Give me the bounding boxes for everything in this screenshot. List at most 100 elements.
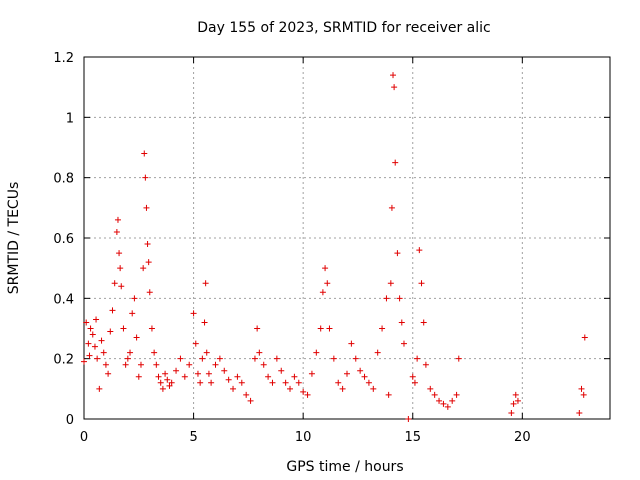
data-point: [422, 361, 429, 368]
data-point: [418, 280, 425, 287]
data-point: [197, 379, 204, 386]
data-point: [202, 280, 209, 287]
data-point: [436, 397, 443, 404]
y-tick-label: 0.4: [53, 292, 74, 307]
data-point: [116, 250, 123, 257]
data-point: [109, 307, 116, 314]
data-point: [287, 385, 294, 392]
data-point: [105, 370, 112, 377]
data-point: [102, 361, 109, 368]
data-point: [234, 373, 241, 380]
data-point: [238, 379, 245, 386]
data-point: [131, 295, 138, 302]
data-point: [414, 355, 421, 362]
data-point: [361, 373, 368, 380]
data-point: [396, 295, 403, 302]
data-point: [111, 280, 118, 287]
data-point: [409, 373, 416, 380]
data-point: [140, 265, 147, 272]
chart-title: Day 155 of 2023, SRMTID for receiver ali…: [197, 20, 490, 36]
y-tick-label: 0: [66, 413, 74, 428]
data-point: [291, 373, 298, 380]
data-point: [251, 355, 258, 362]
data-point: [162, 370, 169, 377]
data-point: [94, 355, 101, 362]
data-point: [324, 280, 331, 287]
data-point: [114, 216, 121, 223]
y-tick-label: 0.6: [53, 232, 74, 247]
data-point: [143, 204, 150, 211]
data-point: [453, 391, 460, 398]
data-point: [379, 325, 386, 332]
y-tick-label: 1: [66, 111, 74, 126]
data-point: [145, 259, 152, 266]
data-point: [308, 370, 315, 377]
data-point: [155, 373, 162, 380]
data-point: [383, 295, 390, 302]
data-point: [117, 265, 124, 272]
data-point: [269, 379, 276, 386]
data-point: [142, 174, 149, 181]
y-tick-label: 0.8: [53, 172, 74, 187]
data-point: [319, 289, 326, 296]
data-point: [168, 379, 175, 386]
data-point: [295, 379, 302, 386]
data-point: [357, 367, 364, 374]
data-point: [348, 340, 355, 347]
data-point: [173, 367, 180, 374]
x-axis-title: GPS time / hours: [286, 459, 403, 475]
data-point: [199, 355, 206, 362]
data-point: [390, 72, 397, 79]
data-point: [581, 334, 588, 341]
data-point: [514, 397, 521, 404]
data-point: [135, 373, 142, 380]
data-point: [385, 391, 392, 398]
data-point: [365, 379, 372, 386]
data-point: [192, 340, 199, 347]
data-point: [576, 409, 583, 416]
data-point: [129, 310, 136, 317]
data-point: [127, 349, 134, 356]
data-point: [186, 361, 193, 368]
data-point: [93, 316, 100, 323]
data-point: [282, 379, 289, 386]
data-point: [344, 370, 350, 377]
data-point: [148, 325, 155, 332]
data-point: [247, 397, 254, 404]
data-point: [510, 400, 517, 407]
data-point: [508, 409, 515, 416]
data-point: [449, 397, 456, 404]
data-point: [431, 391, 438, 398]
data-point: [203, 349, 210, 356]
x-tick-label: 20: [514, 430, 531, 445]
data-point: [392, 159, 399, 166]
data-point: [339, 385, 346, 392]
data-point: [96, 385, 103, 392]
y-axis-title: SRMTID / TECUs: [6, 182, 22, 295]
data-point: [260, 361, 267, 368]
data-point: [317, 325, 324, 332]
data-point: [212, 361, 219, 368]
data-point: [177, 355, 184, 362]
data-point: [107, 328, 114, 335]
y-tick-label: 1.2: [53, 51, 74, 66]
data-point: [87, 325, 94, 332]
y-tick-label: 0.2: [53, 353, 74, 368]
data-point: [91, 343, 98, 350]
data-point: [124, 355, 131, 362]
data-point: [440, 400, 447, 407]
data-point: [205, 370, 212, 377]
data-point: [81, 358, 87, 365]
data-point: [335, 379, 342, 386]
data-point: [181, 373, 188, 380]
x-tick-label: 0: [80, 430, 88, 445]
data-point: [370, 385, 377, 392]
axis-ticks: 0 5 10 15 20 0 0.2 0.4 0.6 0.8 1 1.2: [53, 51, 610, 445]
data-point: [100, 349, 107, 356]
data-point: [352, 355, 359, 362]
data-point: [164, 376, 171, 383]
data-point: [512, 391, 519, 398]
x-tick-label: 15: [404, 430, 421, 445]
data-point: [580, 391, 587, 398]
